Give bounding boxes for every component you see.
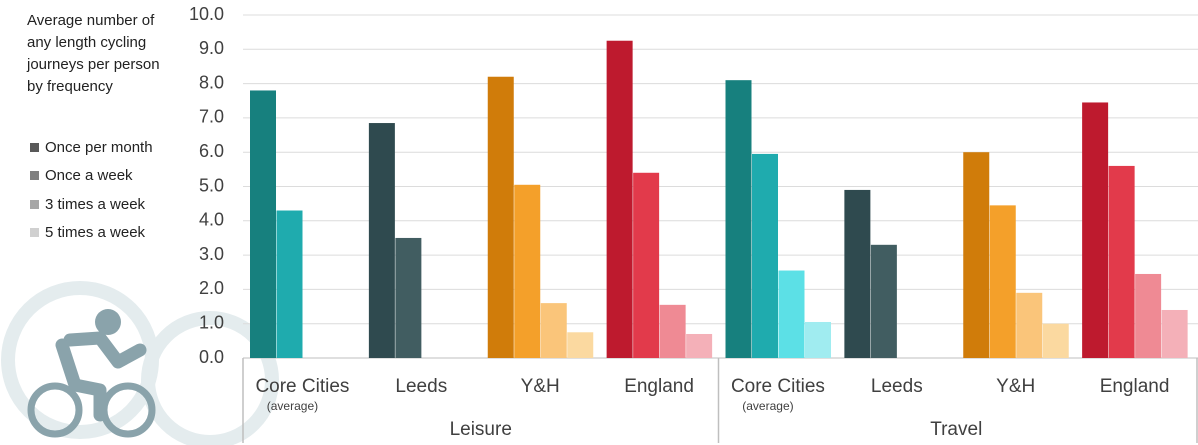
bar	[368, 123, 395, 358]
legend: Once per month Once a week 3 times a week 5…	[30, 133, 153, 247]
bar	[963, 152, 990, 358]
bar	[1016, 292, 1043, 358]
y-tick-label: 7.0	[199, 107, 224, 127]
y-tick-label: 0.0	[199, 347, 224, 367]
x-tick-label: Leeds	[871, 376, 923, 397]
bar	[778, 270, 805, 358]
legend-item: Once a week	[30, 162, 153, 191]
legend-swatch	[30, 142, 39, 152]
bar	[606, 40, 633, 358]
x-tick-label: Core Cities	[731, 376, 825, 397]
y-tick-label: 5.0	[199, 175, 224, 195]
x-tick-label: England	[624, 376, 694, 397]
group-label: Leisure	[450, 419, 512, 440]
bar	[989, 205, 1016, 358]
x-tick-label: Core Cities	[255, 376, 349, 397]
legend-item: 3 times a week	[30, 190, 153, 219]
bar	[1082, 102, 1109, 358]
legend-label: Once per month	[45, 138, 153, 156]
bar	[514, 184, 541, 358]
bar	[1108, 165, 1135, 358]
x-tick-note: (average)	[267, 399, 318, 413]
x-tick-label: Leeds	[395, 376, 447, 397]
bar	[725, 80, 752, 359]
bar	[1161, 309, 1188, 358]
y-tick-label: 2.0	[199, 278, 224, 298]
bar	[659, 304, 686, 358]
bar	[567, 332, 594, 358]
bar	[1042, 323, 1069, 358]
legend-item: 5 times a week	[30, 219, 153, 248]
y-tick-label: 3.0	[199, 244, 224, 264]
bar	[276, 210, 303, 358]
bar	[805, 321, 831, 358]
bar	[870, 244, 897, 358]
bar	[686, 333, 713, 358]
legend-swatch	[30, 228, 39, 238]
bike-icon	[1, 281, 279, 445]
bar	[395, 237, 422, 358]
bar	[540, 303, 567, 358]
bar	[487, 76, 514, 359]
bar	[844, 189, 871, 358]
y-tick-label: 6.0	[199, 141, 224, 161]
bar	[250, 90, 276, 359]
legend-item: Once per month	[30, 133, 153, 162]
bar	[1135, 273, 1162, 358]
y-tick-label: 1.0	[199, 312, 224, 332]
y-tick-label: 4.0	[199, 210, 224, 230]
legend-label: 5 times a week	[45, 224, 146, 242]
group-label: Travel	[930, 419, 982, 440]
bar	[633, 172, 660, 358]
y-tick-label: 9.0	[199, 38, 224, 58]
x-tick-label: Y&H	[521, 376, 560, 397]
x-tick-label: England	[1100, 376, 1170, 397]
bar	[752, 153, 778, 358]
legend-swatch	[30, 171, 39, 181]
y-tick-label: 10.0	[189, 4, 224, 24]
legend-swatch	[30, 199, 39, 209]
y-tick-label: 8.0	[199, 72, 224, 92]
chart-title: Average number of any length cycling jou…	[27, 12, 160, 95]
x-tick-note: (average)	[742, 399, 793, 413]
legend-label: 3 times a week	[45, 195, 146, 213]
legend-label: Once a week	[45, 167, 133, 185]
x-tick-label: Y&H	[996, 376, 1035, 397]
